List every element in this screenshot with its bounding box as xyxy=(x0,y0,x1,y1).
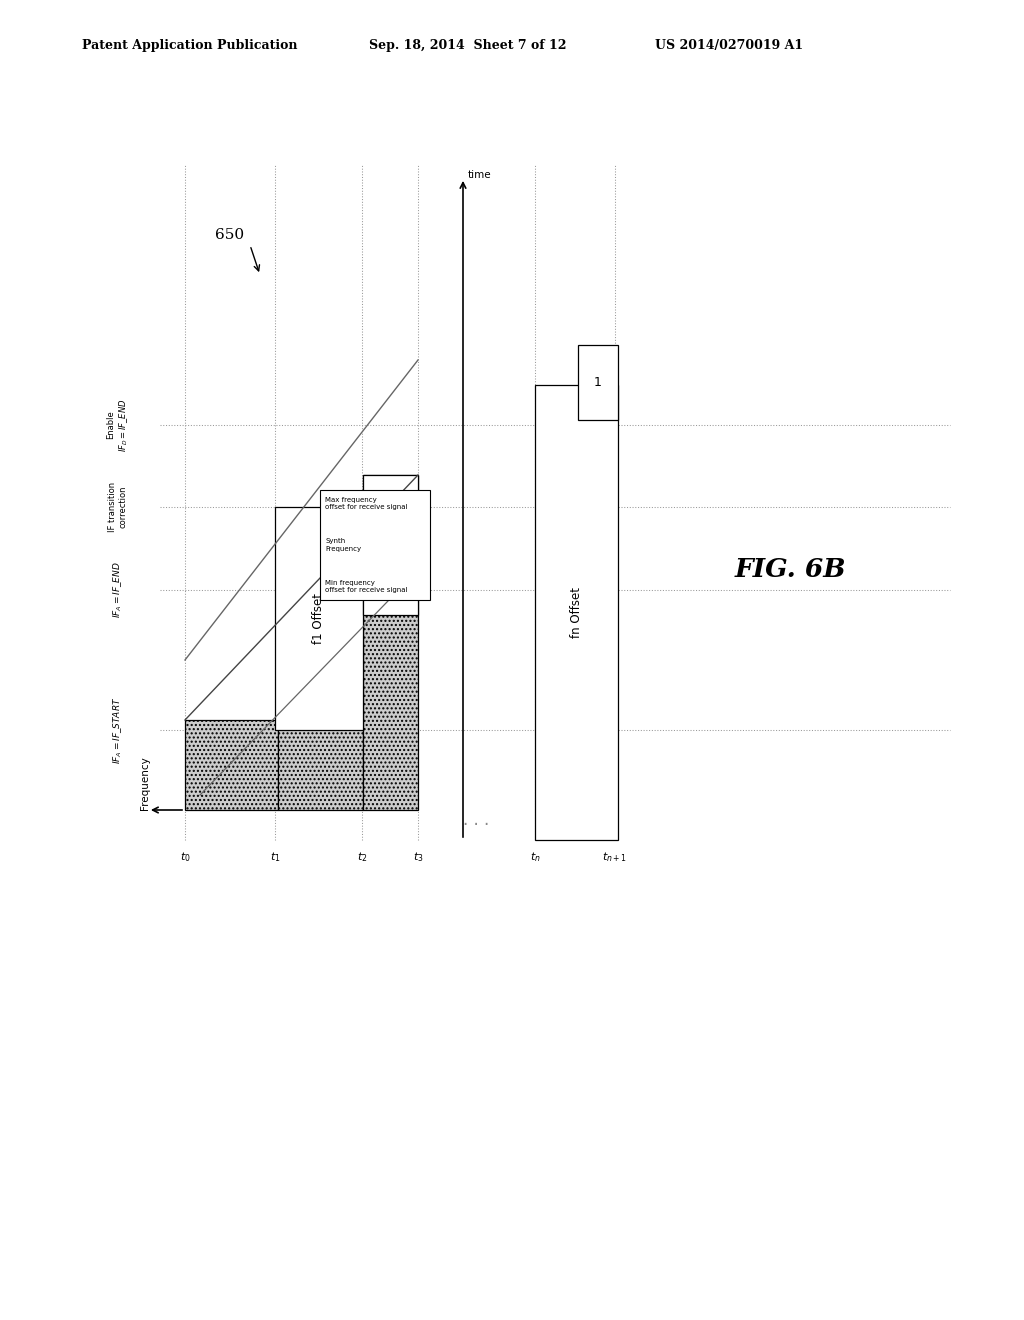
Bar xyxy=(578,345,618,420)
Text: Enable
$IF_D = IF\_END$: Enable $IF_D = IF\_END$ xyxy=(106,399,130,451)
Text: 650: 650 xyxy=(215,228,245,242)
Text: 1: 1 xyxy=(594,376,602,389)
Text: Sep. 18, 2014  Sheet 7 of 12: Sep. 18, 2014 Sheet 7 of 12 xyxy=(369,38,566,51)
Text: Synth
Frequency: Synth Frequency xyxy=(326,539,361,552)
Text: Max frequency
offset for receive signal: Max frequency offset for receive signal xyxy=(326,496,408,510)
Text: Frequency: Frequency xyxy=(140,756,150,810)
Text: US 2014/0270019 A1: US 2014/0270019 A1 xyxy=(655,38,804,51)
Text: . . .: . . . xyxy=(463,810,489,829)
Bar xyxy=(278,615,362,810)
Text: FIG. 6B: FIG. 6B xyxy=(734,557,846,582)
Text: $IF_A = IF\_START$: $IF_A = IF\_START$ xyxy=(112,696,124,764)
Bar xyxy=(535,385,618,840)
Text: time: time xyxy=(468,170,492,180)
Bar xyxy=(362,475,418,615)
Text: IF transition
correction: IF transition correction xyxy=(109,482,128,532)
Text: Patent Application Publication: Patent Application Publication xyxy=(82,38,297,51)
Bar xyxy=(319,490,430,601)
Bar xyxy=(185,719,278,810)
Text: $IF_A = IF\_END$: $IF_A = IF\_END$ xyxy=(112,561,124,618)
Text: $t_{n+1}$: $t_{n+1}$ xyxy=(602,850,628,863)
Text: $t_n$: $t_n$ xyxy=(529,850,541,863)
Text: f1 Offset: f1 Offset xyxy=(312,593,326,644)
Text: $t_2$: $t_2$ xyxy=(356,850,368,863)
Text: $t_3$: $t_3$ xyxy=(413,850,423,863)
Text: Min frequency
offset for receive signal: Min frequency offset for receive signal xyxy=(326,581,408,594)
Text: $t_0$: $t_0$ xyxy=(179,850,190,863)
Bar xyxy=(362,475,418,810)
Text: f2 Offset: f2 Offset xyxy=(384,520,397,570)
Text: $t_1$: $t_1$ xyxy=(269,850,281,863)
Text: fn Offset: fn Offset xyxy=(570,587,583,638)
Bar xyxy=(275,507,362,730)
